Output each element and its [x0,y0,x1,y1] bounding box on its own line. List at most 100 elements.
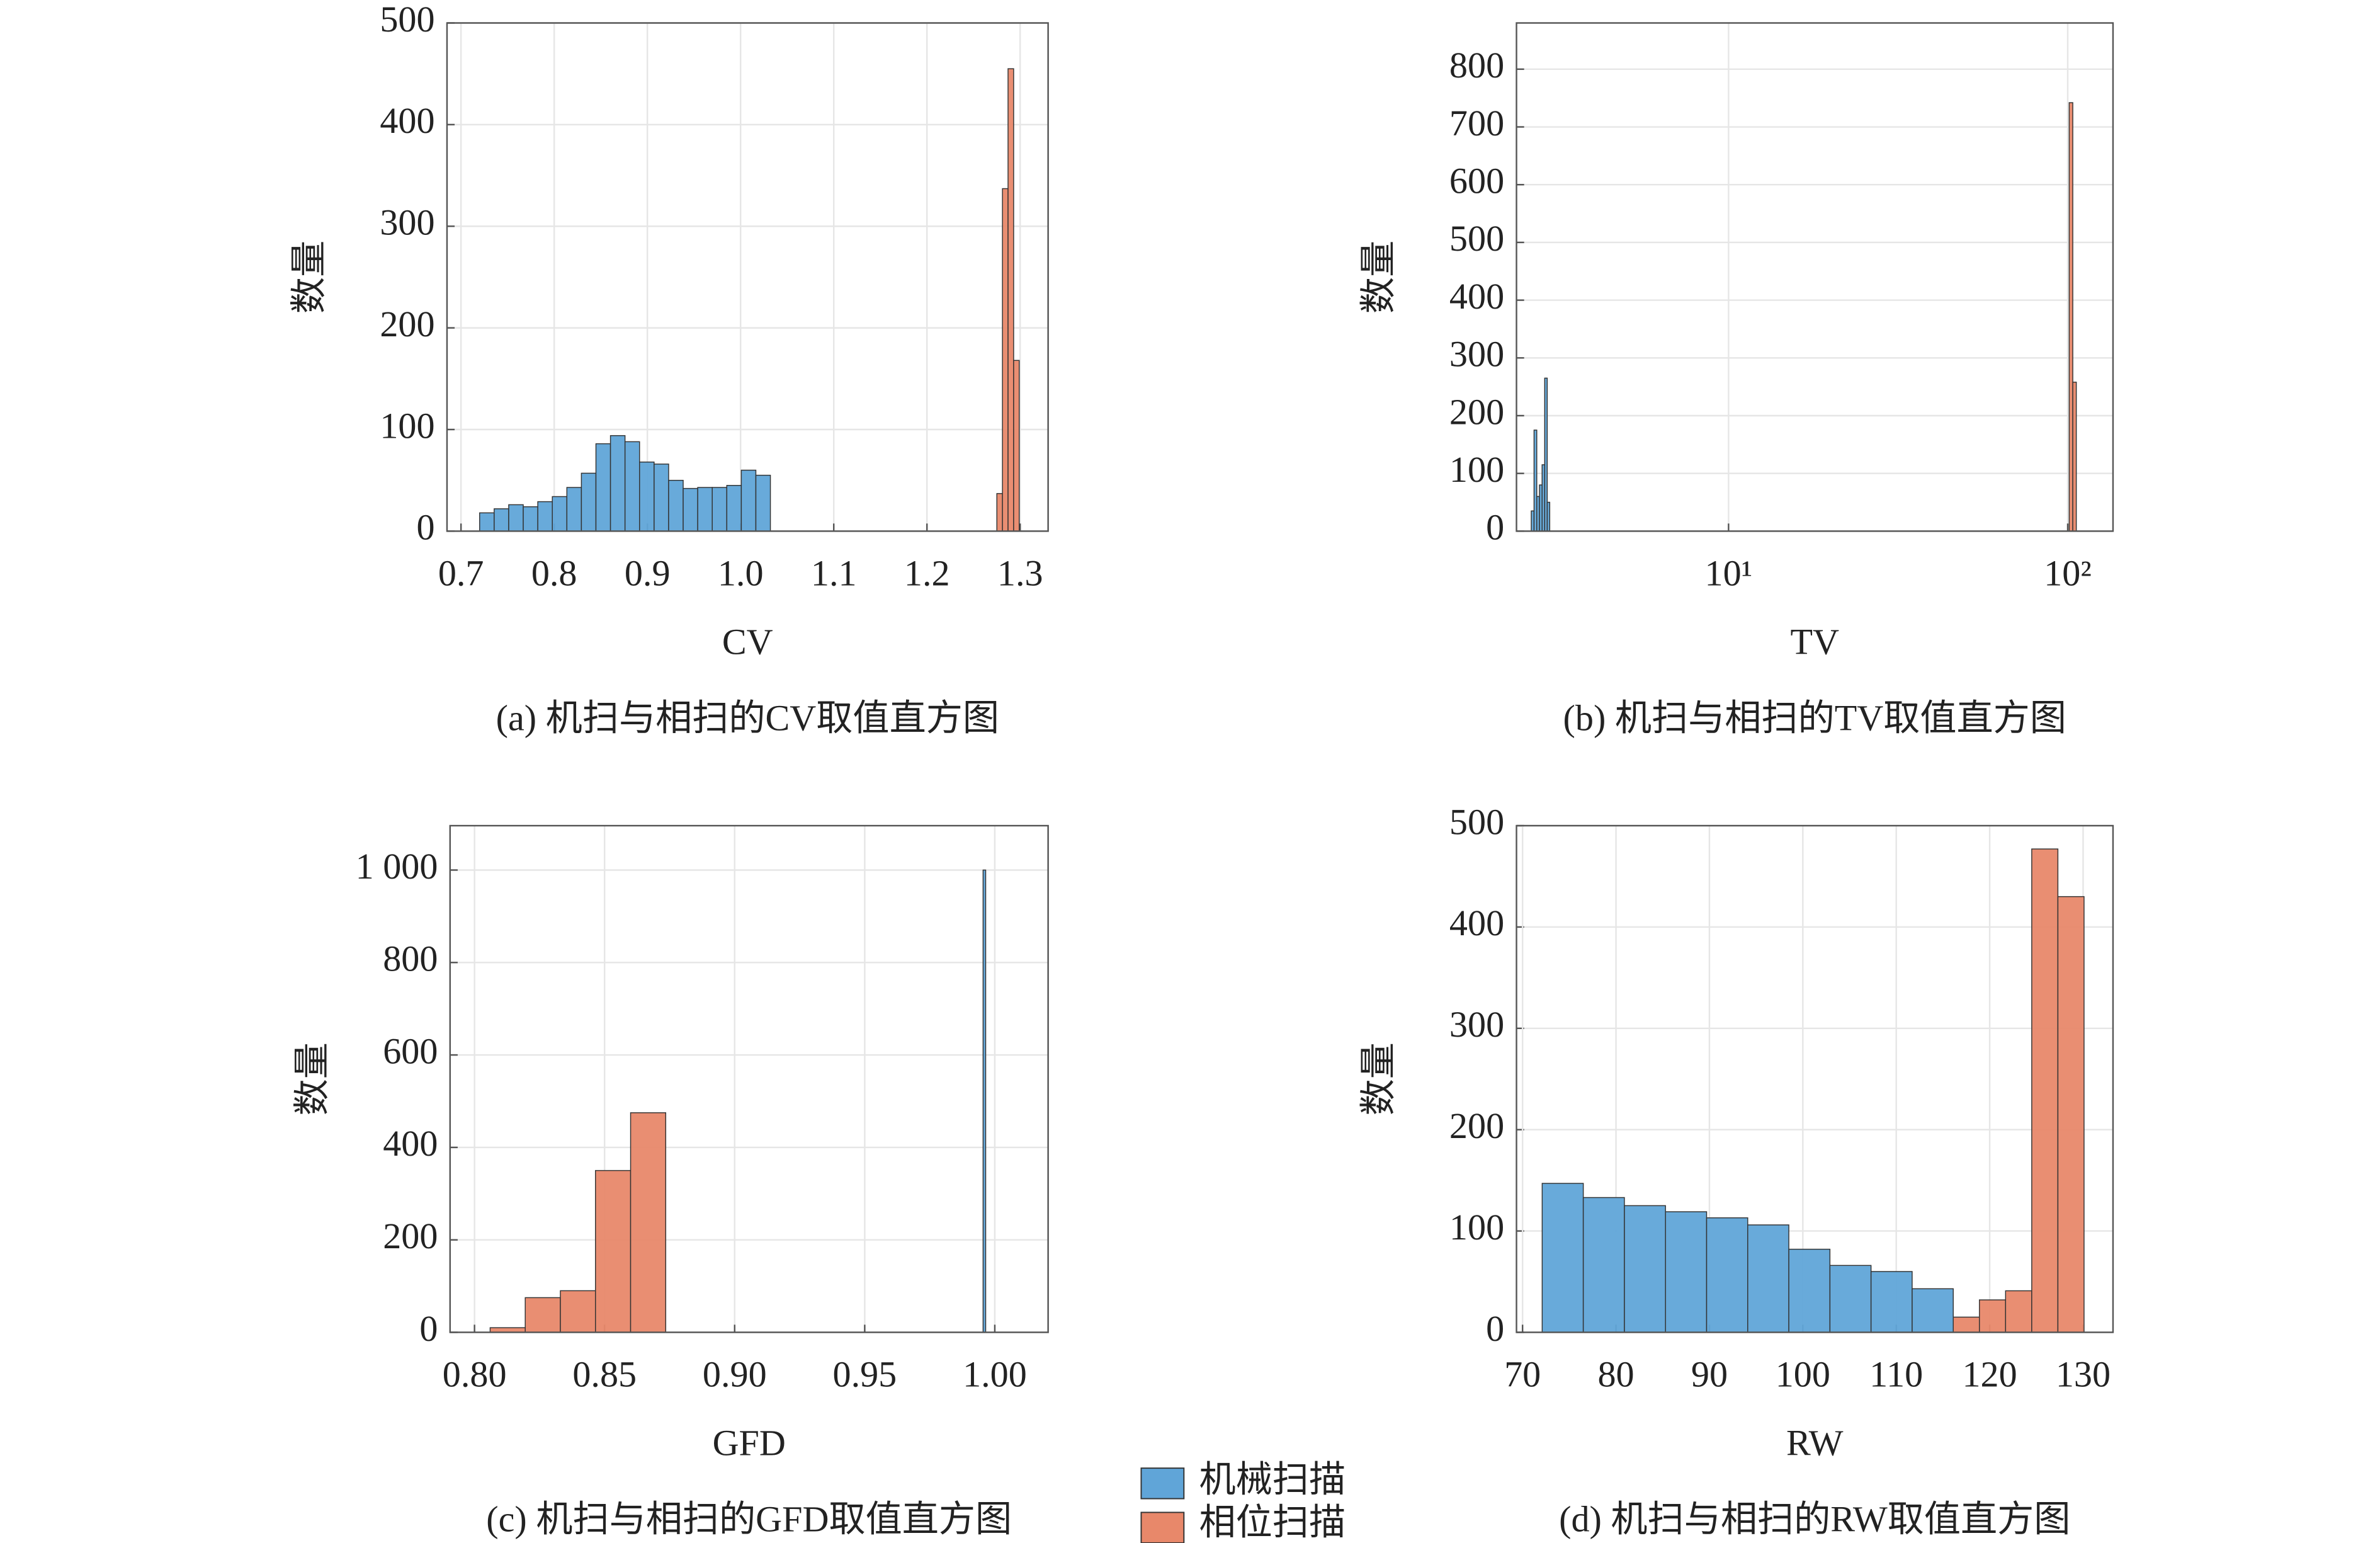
bar [1912,1288,1954,1333]
plot-frame [1516,22,2114,532]
y-tick-label: 1 000 [356,846,438,887]
bar [595,443,611,532]
x-axis-label: RW [1786,1423,1844,1464]
bar [523,506,538,532]
bar [494,508,509,532]
bar [1788,1248,1831,1333]
bar [595,1170,632,1333]
bar [2005,1290,2032,1333]
legend-label: 相位扫描 [1199,1502,1346,1543]
bar [726,485,742,532]
bar [996,493,1003,532]
plot-frame [449,824,1049,1333]
bar [1546,501,1551,532]
bar [697,487,713,532]
plot-frame [446,22,1049,532]
bar [552,496,568,532]
bar [639,461,655,532]
y-tick-label: 0 [1486,1308,1504,1349]
bar [1706,1217,1748,1333]
bar [479,512,495,532]
y-tick-label: 200 [383,1216,438,1256]
y-tick-label: 800 [1449,45,1504,86]
bar [1002,188,1009,532]
x-tick-label: 0.9 [625,552,671,593]
bar [982,869,987,1333]
x-tick-label: 1.1 [811,552,857,593]
bar [755,474,771,532]
y-tick-label: 100 [380,405,434,446]
y-axis-label: 数量 [1358,241,1399,314]
x-axis-label: CV [722,621,773,662]
x-tick-label: 1.00 [963,1354,1027,1395]
bar [1541,1183,1584,1333]
bar [1870,1271,1913,1333]
y-tick-label: 200 [1449,391,1504,432]
x-axis-label: GFD [713,1423,786,1464]
y-tick-label: 0 [1486,507,1504,548]
x-tick-label: 0.85 [572,1354,637,1395]
y-axis-label: 数量 [1358,1042,1399,1115]
x-tick-label: 90 [1691,1354,1728,1395]
x-tick-label: 10¹ [1705,552,1753,593]
legend-label: 机械扫描 [1199,1459,1346,1500]
y-tick-label: 400 [380,100,434,141]
caption: (d) 机扫与相扫的RW取值直方图 [1559,1499,2070,1540]
bar [2068,102,2073,532]
y-tick-label: 500 [380,0,434,40]
plot-frame [1516,824,2114,1333]
bar [2031,848,2059,1333]
y-axis-label: 数量 [288,241,329,314]
bar [711,487,728,532]
y-tick-label: 500 [1449,218,1504,259]
y-tick-label: 400 [1449,276,1504,317]
bar [740,469,757,532]
y-tick-label: 100 [1449,1207,1504,1248]
x-tick-label: 1.2 [904,552,950,593]
x-tick-label: 1.3 [997,552,1043,593]
y-tick-label: 300 [380,202,434,243]
y-tick-label: 200 [1449,1105,1504,1146]
bar [524,1297,561,1333]
x-tick-label: 120 [1962,1354,2017,1395]
y-tick-label: 0 [416,507,434,548]
bar [1979,1299,2007,1333]
bar [609,435,626,532]
y-tick-label: 400 [1449,902,1504,943]
y-tick-label: 400 [383,1123,438,1164]
bar [560,1290,596,1333]
y-tick-label: 0 [419,1308,438,1349]
legend-swatch [1140,1512,1185,1543]
x-tick-label: 100 [1776,1354,1830,1395]
y-tick-label: 200 [380,304,434,344]
bar [1952,1316,1980,1333]
y-tick-label: 300 [1449,1004,1504,1045]
y-tick-label: 300 [1449,334,1504,375]
y-axis-label: 数量 [292,1042,332,1115]
x-tick-label: 0.95 [833,1354,897,1395]
y-tick-label: 100 [1449,449,1504,490]
y-tick-label: 700 [1449,103,1504,144]
bar [508,504,524,532]
caption: (a) 机扫与相扫的CV取值直方图 [496,698,999,739]
x-tick-label: 130 [2056,1354,2111,1395]
bar [1013,360,1020,532]
bar [1665,1211,1708,1333]
bar [581,472,597,532]
bar [537,501,553,532]
x-tick-label: 0.7 [438,552,484,593]
caption: (c) 机扫与相扫的GFD取值直方图 [486,1499,1012,1540]
x-tick-label: 70 [1504,1354,1541,1395]
x-tick-label: 0.8 [531,552,577,593]
bar [2057,896,2085,1333]
bar [2072,382,2077,532]
y-tick-label: 600 [1449,161,1504,202]
bar [1007,68,1014,532]
bar [1624,1205,1666,1333]
bar [1829,1265,1872,1333]
bar [1582,1197,1625,1333]
x-tick-label: 1.0 [718,552,764,593]
x-tick-label: 110 [1869,1354,1923,1395]
caption: (b) 机扫与相扫的TV取值直方图 [1563,698,2066,739]
